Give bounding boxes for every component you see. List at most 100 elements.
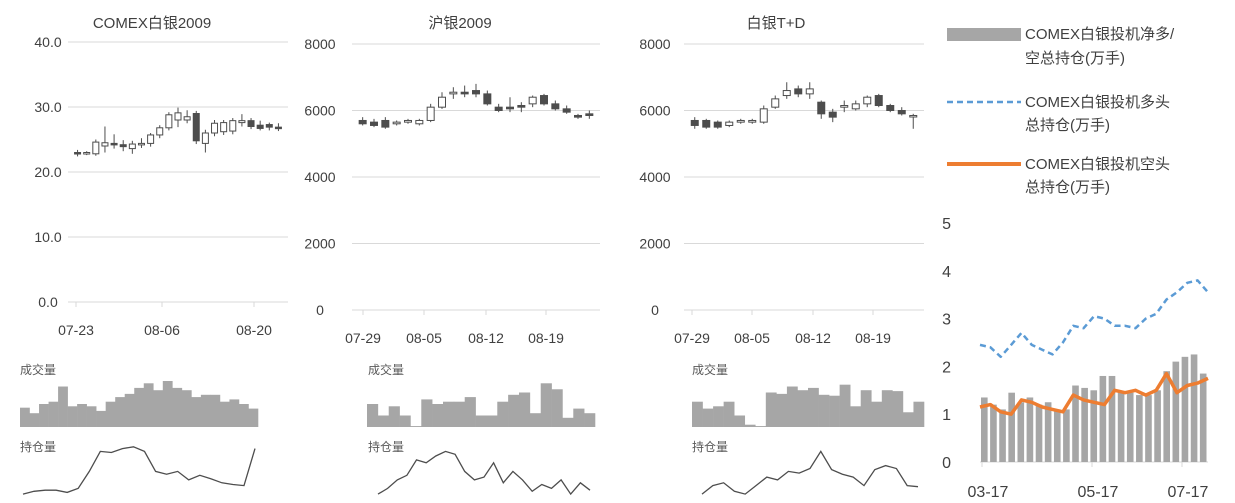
shfe-candle-body	[460, 91, 469, 95]
cftc-chart: 5 4 3 2 1 0 03-17 05-17 07-17	[942, 216, 1209, 501]
shfe-candle-body	[358, 119, 367, 125]
shfe-candle-body	[517, 105, 526, 108]
shfe-xtick-label: 07-29	[345, 330, 381, 346]
comex-volume-bar	[58, 386, 68, 427]
cftc-xtick-label: 03-17	[968, 484, 1009, 501]
legend-short-label-line2: 总持仓(万手)	[1025, 179, 1110, 196]
sge-candle-body	[909, 114, 918, 118]
comex-xtick-label: 08-20	[236, 322, 272, 338]
comex-volume-bar	[172, 387, 183, 427]
cftc-net-bar	[1072, 385, 1079, 462]
sge-candle-body	[748, 119, 757, 123]
comex-volume-bar	[134, 387, 145, 427]
cftc-net-bar	[1035, 404, 1043, 462]
sge-ytick-label: 4000	[639, 169, 670, 185]
sge-volume-bar	[765, 392, 777, 427]
sge-volume-bar	[850, 406, 862, 427]
cftc-net-bar	[1154, 390, 1161, 462]
cftc-net-bar	[1145, 395, 1152, 462]
sge-volume-label: 成交量	[692, 362, 728, 377]
sge-candle-body	[736, 119, 745, 123]
cftc-net-bar	[1172, 361, 1180, 462]
comex-candle-body	[211, 122, 219, 134]
shfe-title: 沪银2009	[428, 15, 491, 32]
comex-candle-body	[92, 141, 100, 155]
comex-candle-body	[147, 134, 155, 144]
sge-volume-bar	[755, 426, 767, 427]
sge-ytick-label: 6000	[639, 103, 670, 119]
sge-candle-body	[863, 96, 872, 105]
sge-candle-body	[690, 119, 699, 126]
comex-volume-bar	[219, 401, 230, 427]
cftc-net-bar	[981, 397, 988, 462]
sge-volume-bar	[913, 401, 925, 427]
comex-candle-body	[220, 122, 228, 133]
comex-volume-bar	[143, 383, 154, 427]
cftc-net-bar	[1163, 371, 1171, 462]
sge-volume-bar	[702, 408, 714, 427]
comex-candle-panel: 40.0 30.0 20.0 10.0 0.007-23 08-06 08-20	[20, 34, 288, 495]
cftc-xtick-label: 05-17	[1078, 484, 1119, 501]
cftc-net-bar	[1099, 375, 1107, 462]
shfe-volume-bar	[410, 426, 422, 427]
sge-volume-bar	[860, 390, 872, 427]
sge-volume-bar	[776, 393, 788, 427]
shfe-volume-bar	[519, 392, 531, 427]
comex-volume-bar	[67, 406, 78, 427]
comex-oi-line	[22, 446, 256, 495]
sge-xtick-label: 07-29	[674, 330, 710, 346]
cftc-net-bar	[999, 409, 1006, 462]
shfe-candle-body	[426, 106, 435, 121]
comex-candle-body	[137, 142, 145, 146]
sge-candle-body	[817, 101, 826, 115]
cftc-ytick-label: 5	[942, 216, 951, 233]
sge-candle-body	[782, 90, 791, 97]
shfe-volume-bar	[497, 401, 509, 427]
cftc-ytick-label: 0	[942, 455, 951, 472]
shfe-volume-bar	[432, 404, 444, 427]
sge-ytick-label: 2000	[639, 236, 670, 252]
comex-title: COMEX白银2009	[93, 15, 211, 32]
shfe-candle-body	[381, 119, 390, 128]
shfe-candle-body	[585, 113, 594, 116]
shfe-volume-bar	[551, 389, 563, 427]
shfe-oi-label: 持仓量	[368, 439, 404, 454]
legend-net-label-line2: 空总持仓(万手)	[1025, 50, 1125, 67]
comex-volume-bar	[153, 390, 164, 427]
shfe-volume-bar	[584, 413, 596, 427]
comex-ytick-label: 20.0	[34, 164, 61, 180]
shfe-ytick-label: 8000	[304, 36, 335, 52]
cftc-net-bar	[1063, 409, 1070, 462]
comex-volume-bar	[20, 407, 30, 427]
cftc-net-bar	[1026, 397, 1034, 462]
comex-candle-body	[256, 124, 264, 129]
sge-candle-body	[851, 103, 860, 110]
comex-volume-bar	[210, 394, 221, 427]
sge-volume-bar	[881, 390, 893, 427]
cftc-net-bar	[1126, 392, 1134, 462]
sge-volume-bar	[723, 401, 735, 427]
cftc-net-bar	[1017, 402, 1025, 462]
shfe-candle-body	[404, 119, 412, 123]
comex-ytick-label: 30.0	[34, 99, 61, 115]
comex-oi-label: 持仓量	[20, 439, 56, 454]
sge-oi-line	[701, 450, 919, 495]
sge-volume-bar	[744, 424, 756, 427]
sge-volume-bar	[818, 394, 830, 427]
shfe-volume-bar	[475, 415, 487, 427]
sge-candle-body	[840, 105, 849, 108]
shfe-xtick-label: 08-05	[406, 330, 442, 346]
shfe-xtick-label: 08-19	[528, 330, 564, 346]
cftc-net-bar	[1108, 375, 1116, 462]
sge-volume-bar	[797, 390, 809, 427]
sge-candle-body	[759, 108, 768, 123]
shfe-candle-body	[483, 93, 492, 105]
cftc-long-line	[979, 279, 1209, 359]
shfe-candle-body	[528, 96, 537, 105]
comex-candle-body	[247, 120, 255, 128]
shfe-xtick-label: 08-12	[468, 330, 504, 346]
sge-xtick-label: 08-19	[855, 330, 891, 346]
shfe-candle-body	[438, 96, 446, 108]
comex-candle-body	[156, 127, 164, 136]
shfe-ytick-label: 2000	[304, 236, 335, 252]
